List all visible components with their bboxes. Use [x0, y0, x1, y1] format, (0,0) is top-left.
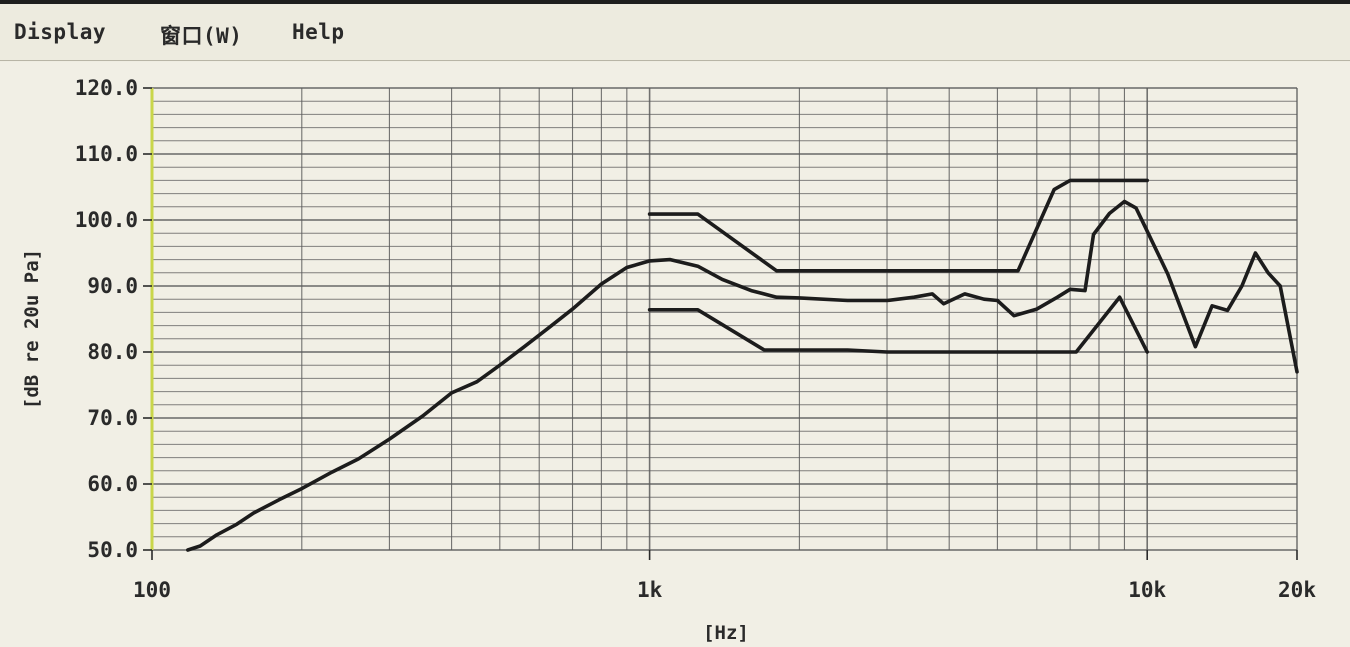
- chart-svg: 50.0 60.0 70.0 80.0 90.0 100.0 110.0 120.0 100 1k…: [21, 76, 1316, 644]
- y-tick-label: 50.0: [87, 538, 138, 562]
- y-tick-label: 60.0: [87, 472, 138, 496]
- y-tick-label: 70.0: [87, 406, 138, 430]
- menu-bar: Display 窗口(W) Help: [0, 4, 1350, 61]
- x-tick-label: 100: [133, 578, 171, 602]
- menu-help[interactable]: Help: [292, 20, 345, 44]
- frequency-response-plot: 50.0 60.0 70.0 80.0 90.0 100.0 110.0 120.0 100 1k…: [0, 62, 1350, 647]
- chart-tick-labels: 50.0 60.0 70.0 80.0 90.0 100.0 110.0 120.0 100 1k…: [21, 76, 1316, 644]
- menu-window[interactable]: 窗口(W): [160, 24, 243, 48]
- menu-display[interactable]: Display: [14, 20, 107, 44]
- response-curve-line: [186, 199, 1299, 552]
- y-tick-label: 90.0: [87, 274, 138, 298]
- grid-minor: [152, 88, 1298, 550]
- y-tick-label: 100.0: [75, 208, 138, 232]
- y-axis-title: [dB re 20u Pa]: [21, 249, 43, 409]
- upper-limit-line: [647, 178, 1149, 273]
- x-tick-label: 1k: [637, 578, 663, 602]
- window-top-border: [0, 0, 1350, 4]
- chart-axes: [143, 87, 1298, 560]
- chart-series: [186, 178, 1299, 552]
- grid-major: [151, 87, 1298, 551]
- y-tick-label: 120.0: [75, 76, 138, 100]
- y-tick-label: 110.0: [75, 142, 138, 166]
- x-axis-title: [Hz]: [703, 622, 749, 644]
- lower-limit-line: [647, 295, 1149, 354]
- x-tick-label: 10k: [1128, 578, 1166, 602]
- x-tick-label: 20k: [1278, 578, 1316, 602]
- y-tick-label: 80.0: [87, 340, 138, 364]
